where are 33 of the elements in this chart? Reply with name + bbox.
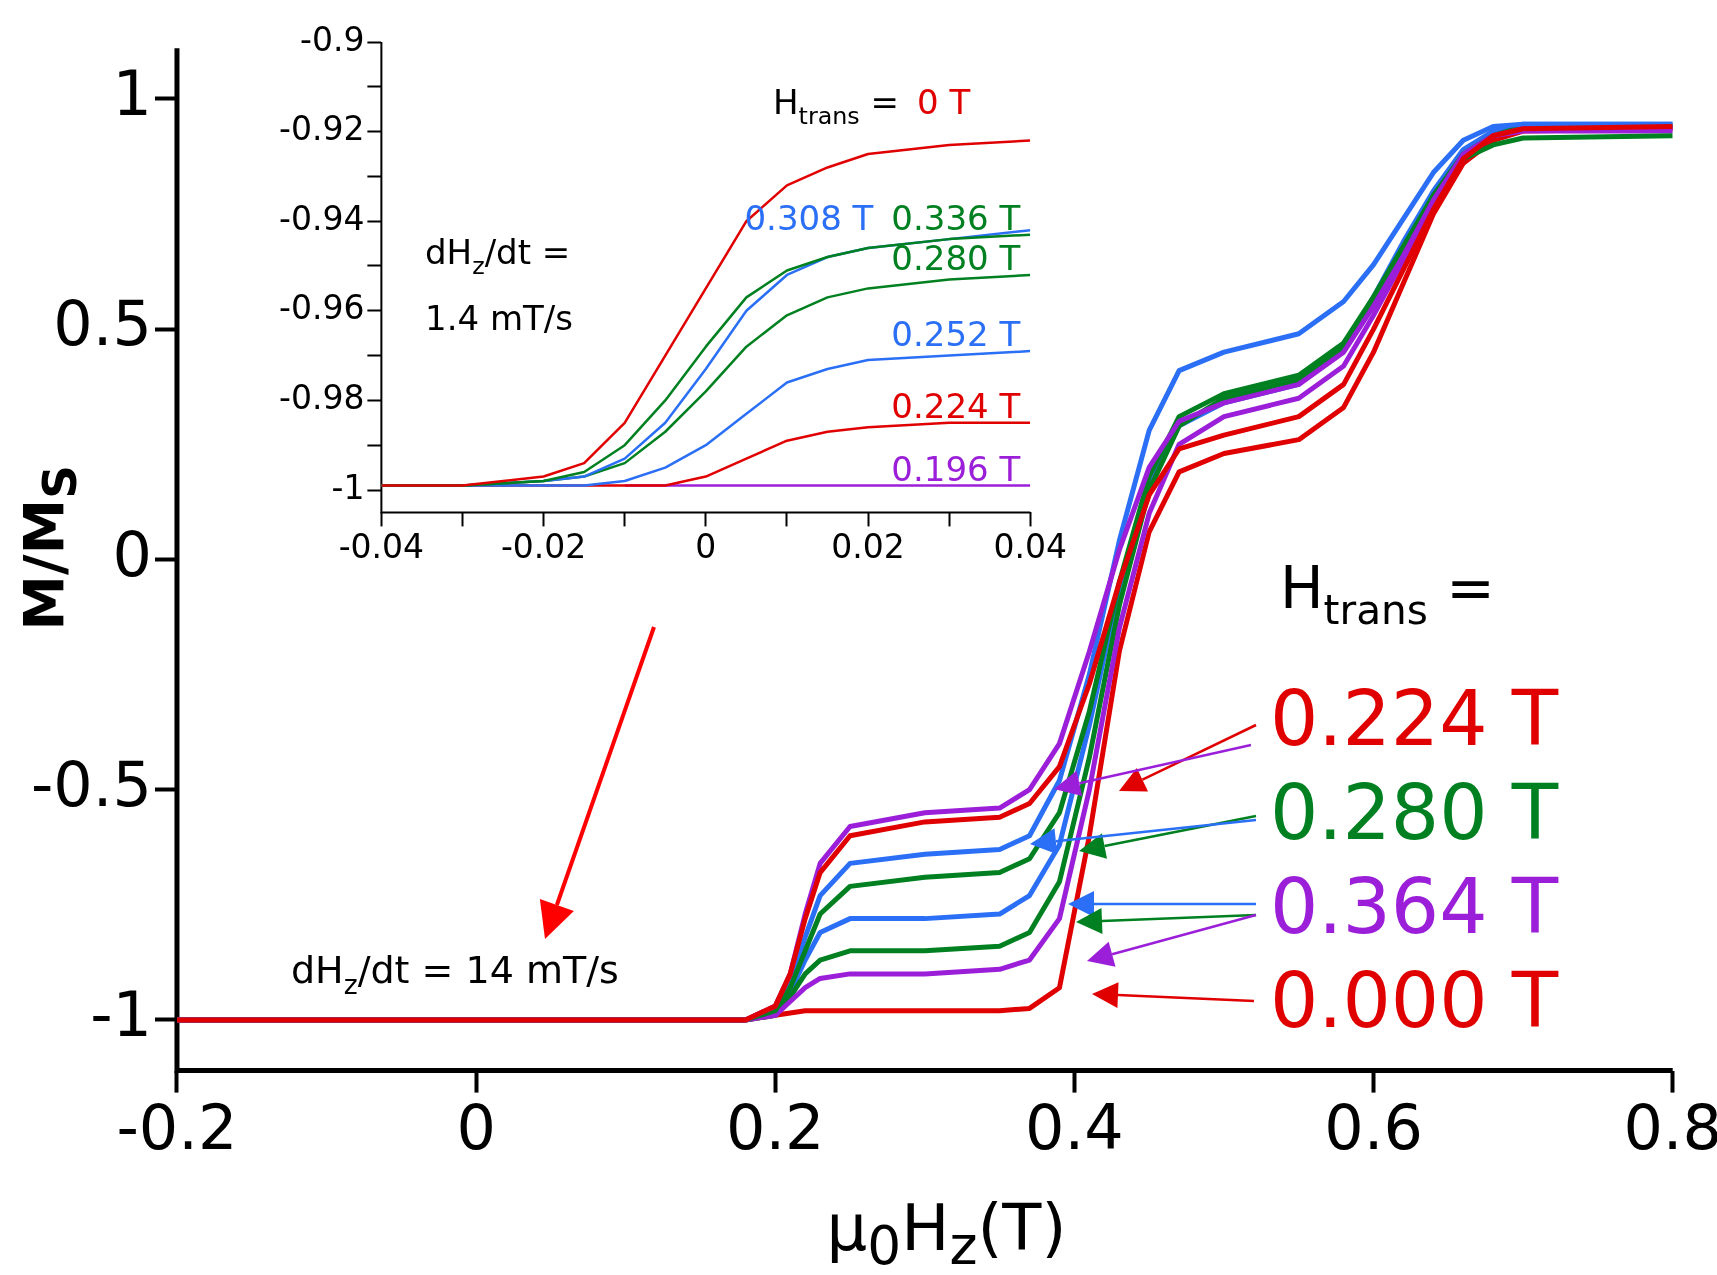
- legend-label: 0.280 T: [1270, 768, 1559, 857]
- series-label: 0.196 T: [891, 448, 1021, 489]
- y-tick-label: 1: [112, 56, 152, 130]
- x-tick-label: -0.2: [116, 1090, 238, 1164]
- y-tick-label: -0.96: [278, 288, 365, 328]
- y-tick-label: -0.5: [30, 747, 152, 821]
- x-tick-label: 0.2: [725, 1090, 825, 1164]
- x-tick-label: 0.6: [1324, 1090, 1423, 1164]
- annotation: 1.4 mT/s: [425, 298, 573, 338]
- x-tick-label: -0.02: [500, 526, 587, 566]
- y-tick-label: 0.5: [53, 287, 152, 361]
- y-tick-label: -0.94: [278, 198, 365, 238]
- y-tick-label: -1: [331, 467, 365, 507]
- y-tick-label: -0.9: [299, 19, 365, 59]
- series-label: 0.224 T: [891, 385, 1021, 426]
- x-tick-label: 0: [695, 526, 717, 566]
- x-tick-label: 0.4: [1025, 1090, 1124, 1164]
- legend-label: 0.000 T: [1270, 956, 1559, 1045]
- x-tick-label: 0.02: [831, 526, 905, 566]
- y-tick-label: -0.98: [278, 377, 365, 417]
- y-tick-label: -1: [90, 978, 152, 1052]
- y-tick-label: -0.92: [278, 109, 365, 149]
- x-tick-label: -0.04: [338, 526, 425, 566]
- series-label: 0 T: [917, 82, 971, 122]
- series-label: 0.252 T: [891, 314, 1021, 355]
- series-label: 0.280 T: [891, 237, 1021, 278]
- x-axis-title: μ$_{0}$H$_{z}$(T): [825, 1190, 1068, 1275]
- x-tick-label: 0: [456, 1090, 496, 1164]
- series-label: 0.308 T: [744, 197, 874, 238]
- legend-label: 0.224 T: [1270, 674, 1559, 763]
- x-tick-label: 0.04: [993, 526, 1067, 566]
- text: 0.364 T: [1270, 862, 1559, 951]
- series-label: 0.336 T: [891, 197, 1021, 238]
